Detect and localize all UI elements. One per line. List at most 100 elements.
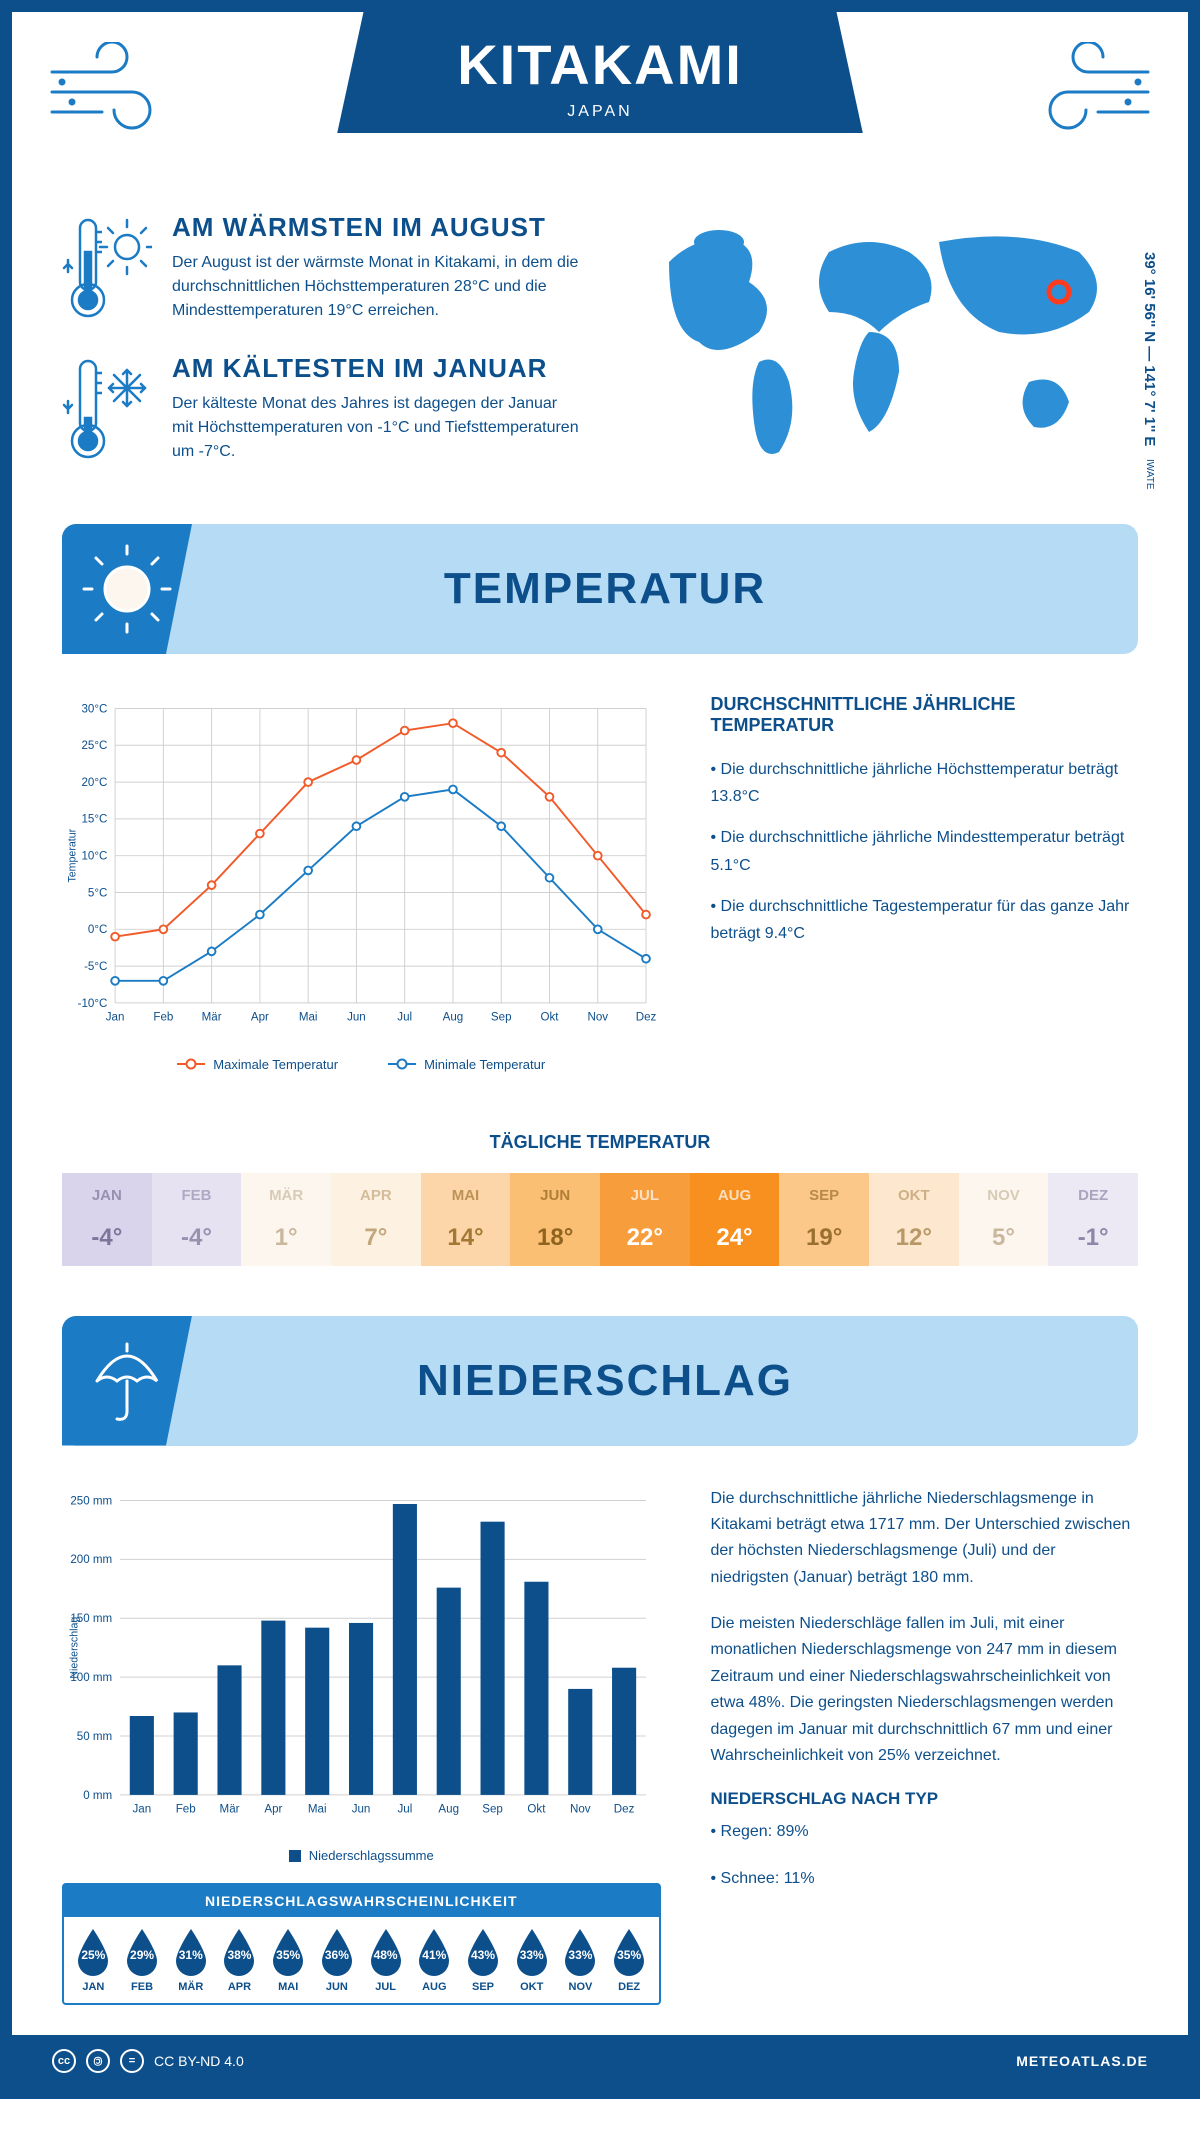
svg-text:Aug: Aug bbox=[438, 1803, 459, 1815]
daily-temp-cell: OKT12° bbox=[869, 1173, 959, 1266]
svg-text:Jul: Jul bbox=[397, 1011, 412, 1023]
svg-text:Dez: Dez bbox=[636, 1011, 657, 1023]
svg-text:Sep: Sep bbox=[491, 1011, 512, 1023]
svg-text:Apr: Apr bbox=[264, 1803, 282, 1815]
daily-temp-cell: JAN-4° bbox=[62, 1173, 152, 1266]
probability-cell: 33% NOV bbox=[557, 1927, 604, 1993]
svg-text:Jun: Jun bbox=[347, 1011, 366, 1023]
svg-text:0 mm: 0 mm bbox=[83, 1789, 112, 1801]
svg-text:Dez: Dez bbox=[614, 1803, 635, 1815]
temp-bullet: • Die durchschnittliche Tagestemperatur … bbox=[711, 893, 1139, 947]
daily-temp-cell: MÄR1° bbox=[241, 1173, 331, 1266]
svg-text:50 mm: 50 mm bbox=[77, 1730, 112, 1742]
svg-text:Feb: Feb bbox=[176, 1803, 196, 1815]
svg-text:10°C: 10°C bbox=[81, 851, 107, 863]
temp-bullet: • Die durchschnittliche jährliche Höchst… bbox=[711, 756, 1139, 810]
svg-text:Niederschlag: Niederschlag bbox=[68, 1616, 80, 1678]
probability-cell: 36% JUN bbox=[314, 1927, 361, 1993]
probability-cell: 35% DEZ bbox=[606, 1927, 653, 1993]
svg-text:5°C: 5°C bbox=[88, 887, 107, 899]
svg-text:Nov: Nov bbox=[570, 1803, 591, 1815]
temperature-chart: -10°C-5°C0°C5°C10°C15°C20°C25°C30°CJanFe… bbox=[62, 694, 661, 1072]
svg-text:Sep: Sep bbox=[482, 1803, 503, 1815]
coldest-text: Der kälteste Monat des Jahres ist dagege… bbox=[172, 392, 580, 464]
header: KITAKAMI JAPAN bbox=[12, 12, 1188, 212]
warmest-text: Der August ist der wärmste Monat in Kita… bbox=[172, 251, 580, 323]
site-name: METEOATLAS.DE bbox=[1016, 2053, 1148, 2069]
daily-temp-cell: FEB-4° bbox=[152, 1173, 242, 1266]
svg-text:-10°C: -10°C bbox=[78, 998, 108, 1010]
svg-text:30°C: 30°C bbox=[81, 703, 107, 715]
daily-temp-cell: MAI14° bbox=[421, 1173, 511, 1266]
intro-section: AM WÄRMSTEN IM AUGUST Der August ist der… bbox=[12, 212, 1188, 524]
probability-cell: 29% FEB bbox=[119, 1927, 166, 1993]
precipitation-body: 0 mm50 mm100 mm150 mm200 mm250 mmJanFebM… bbox=[12, 1446, 1188, 2036]
raindrop-icon: 48% bbox=[366, 1927, 406, 1977]
daily-temp-cell: AUG24° bbox=[690, 1173, 780, 1266]
license-text: CC BY-ND 4.0 bbox=[154, 2053, 244, 2069]
precip-type-snow: • Schnee: 11% bbox=[711, 1866, 1139, 1892]
svg-text:Jan: Jan bbox=[106, 1011, 125, 1023]
daily-temp-cell: JUN18° bbox=[510, 1173, 600, 1266]
world-map-icon bbox=[620, 212, 1138, 472]
precip-para: Die durchschnittliche jährliche Niedersc… bbox=[711, 1486, 1139, 1592]
svg-text:Okt: Okt bbox=[527, 1803, 546, 1815]
intro-facts: AM WÄRMSTEN IM AUGUST Der August ist der… bbox=[62, 212, 580, 494]
temperature-summary: DURCHSCHNITTLICHE JÄHRLICHE TEMPERATUR •… bbox=[711, 694, 1139, 1072]
raindrop-icon: 31% bbox=[171, 1927, 211, 1977]
svg-text:Jan: Jan bbox=[133, 1803, 152, 1815]
city-title: KITAKAMI bbox=[457, 32, 743, 97]
world-map-container: 39° 16' 56'' N — 141° 7' 1'' E IWATE bbox=[620, 212, 1138, 494]
precipitation-section-header: NIEDERSCHLAG bbox=[62, 1316, 1138, 1446]
svg-text:Nov: Nov bbox=[587, 1011, 608, 1023]
temperature-body: -10°C-5°C0°C5°C10°C15°C20°C25°C30°CJanFe… bbox=[12, 654, 1188, 1092]
precip-type-title: NIEDERSCHLAG NACH TYP bbox=[711, 1789, 1139, 1809]
svg-text:250 mm: 250 mm bbox=[70, 1495, 112, 1507]
svg-text:20°C: 20°C bbox=[81, 777, 107, 789]
probability-cell: 31% MÄR bbox=[167, 1927, 214, 1993]
daily-temp-cell: SEP19° bbox=[779, 1173, 869, 1266]
country-subtitle: JAPAN bbox=[457, 103, 743, 121]
daily-temp-title: TÄGLICHE TEMPERATUR bbox=[12, 1132, 1188, 1153]
coordinates: 39° 16' 56'' N — 141° 7' 1'' E IWATE bbox=[1141, 252, 1158, 489]
thermometer-cold-icon bbox=[62, 353, 152, 463]
infographic-frame: KITAKAMI JAPAN bbox=[0, 0, 1200, 2099]
raindrop-icon: 43% bbox=[463, 1927, 503, 1977]
daily-temp-cell: APR7° bbox=[331, 1173, 421, 1266]
probability-grid: 25% JAN 29% FEB 31% MÄR 38% APR 35% MAI … bbox=[64, 1917, 659, 2003]
license: cc 🄯 = CC BY-ND 4.0 bbox=[52, 2049, 244, 2073]
raindrop-icon: 35% bbox=[609, 1927, 649, 1977]
coldest-fact: AM KÄLTESTEN IM JANUAR Der kälteste Mona… bbox=[62, 353, 580, 464]
sun-icon bbox=[62, 524, 192, 654]
nd-icon: = bbox=[120, 2049, 144, 2073]
thermometer-hot-icon bbox=[62, 212, 152, 322]
svg-text:-5°C: -5°C bbox=[84, 961, 107, 973]
cc-icon: cc bbox=[52, 2049, 76, 2073]
probability-cell: 33% OKT bbox=[508, 1927, 555, 1993]
probability-cell: 25% JAN bbox=[70, 1927, 117, 1993]
umbrella-icon bbox=[62, 1316, 192, 1446]
probability-cell: 35% MAI bbox=[265, 1927, 312, 1993]
temperature-legend: Maximale Temperatur Minimale Temperatur bbox=[62, 1057, 661, 1072]
raindrop-icon: 38% bbox=[219, 1927, 259, 1977]
svg-text:Jul: Jul bbox=[397, 1803, 412, 1815]
svg-text:25°C: 25°C bbox=[81, 740, 107, 752]
footer: cc 🄯 = CC BY-ND 4.0 METEOATLAS.DE bbox=[12, 2035, 1188, 2087]
svg-text:Mai: Mai bbox=[308, 1803, 327, 1815]
svg-text:Okt: Okt bbox=[540, 1011, 559, 1023]
wind-icon-right bbox=[1018, 42, 1158, 142]
warmest-title: AM WÄRMSTEN IM AUGUST bbox=[172, 212, 580, 243]
precip-para: Die meisten Niederschläge fallen im Juli… bbox=[711, 1611, 1139, 1769]
raindrop-icon: 35% bbox=[268, 1927, 308, 1977]
svg-text:Mär: Mär bbox=[220, 1803, 240, 1815]
avg-temp-title: DURCHSCHNITTLICHE JÄHRLICHE TEMPERATUR bbox=[711, 694, 1139, 736]
daily-temp-grid: JAN-4°FEB-4°MÄR1°APR7°MAI14°JUN18°JUL22°… bbox=[62, 1173, 1138, 1266]
warmest-fact: AM WÄRMSTEN IM AUGUST Der August ist der… bbox=[62, 212, 580, 323]
probability-cell: 38% APR bbox=[216, 1927, 263, 1993]
svg-text:Mai: Mai bbox=[299, 1011, 318, 1023]
svg-text:0°C: 0°C bbox=[88, 924, 107, 936]
wind-icon-left bbox=[42, 42, 182, 142]
precipitation-left: 0 mm50 mm100 mm150 mm200 mm250 mmJanFebM… bbox=[62, 1486, 661, 2006]
probability-box: NIEDERSCHLAGSWAHRSCHEINLICHKEIT 25% JAN … bbox=[62, 1883, 661, 2005]
svg-text:Temperatur: Temperatur bbox=[67, 828, 79, 882]
